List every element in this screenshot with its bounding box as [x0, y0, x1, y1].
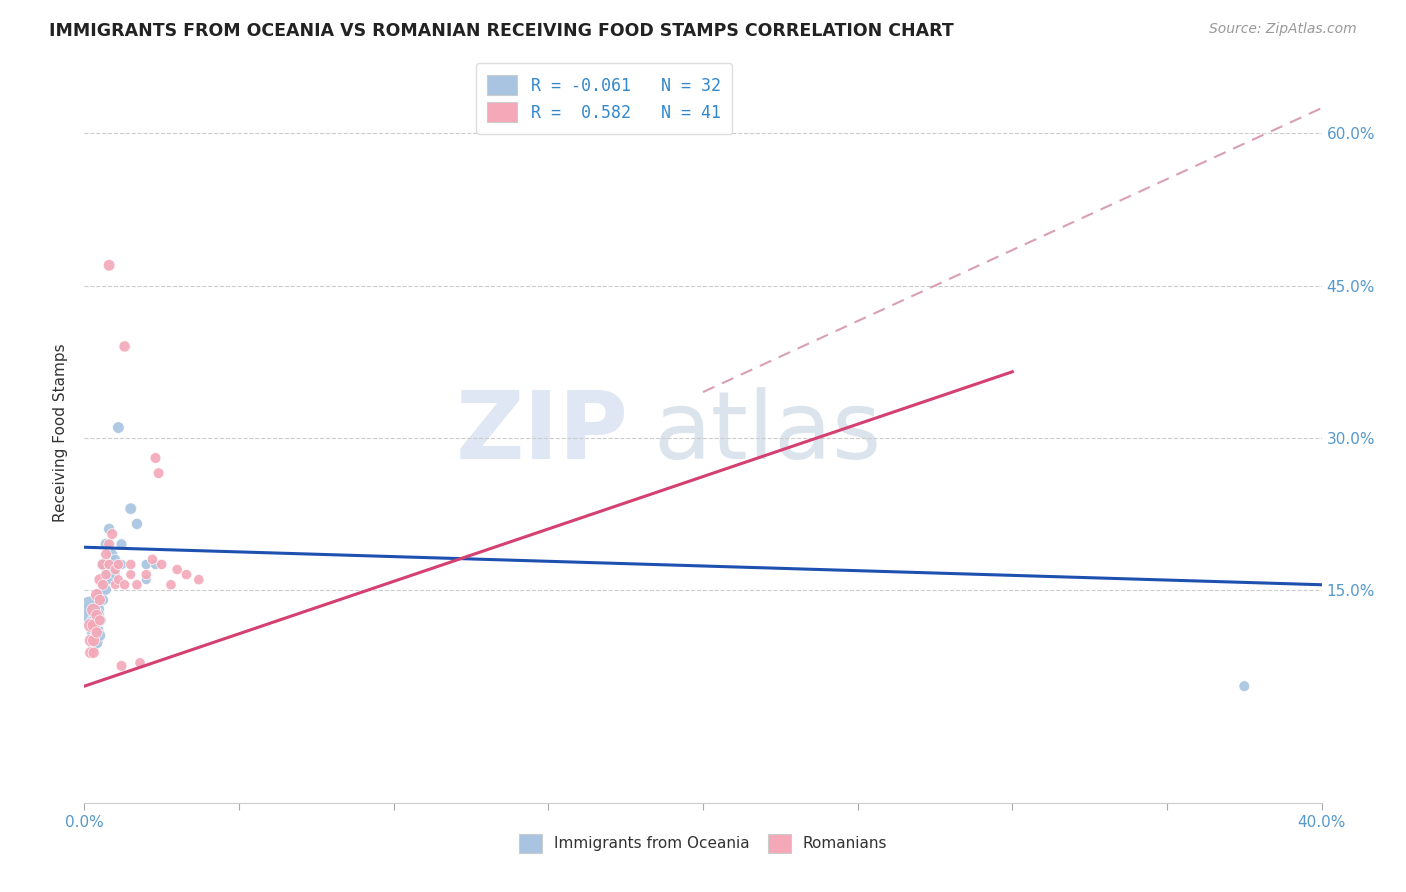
Point — [89, 613, 111, 627]
Point — [160, 578, 183, 592]
Point — [83, 639, 105, 653]
Text: ZIP: ZIP — [456, 386, 628, 479]
Point — [187, 573, 209, 587]
Point — [104, 562, 127, 576]
Point — [110, 558, 132, 572]
Point — [135, 567, 157, 582]
Point — [98, 558, 121, 572]
Point — [83, 618, 105, 632]
Point — [101, 562, 124, 576]
Point — [114, 578, 136, 592]
Point — [104, 578, 127, 592]
Point — [98, 537, 121, 551]
Point — [145, 450, 167, 465]
Point — [125, 578, 148, 592]
Point — [83, 615, 105, 630]
Point — [91, 558, 114, 572]
Point — [176, 567, 198, 582]
Point — [86, 624, 108, 638]
Point — [120, 501, 142, 516]
Point — [91, 593, 114, 607]
Point — [98, 522, 121, 536]
Point — [120, 558, 142, 572]
Point — [94, 547, 117, 561]
Point — [89, 628, 111, 642]
Point — [79, 646, 101, 660]
Point — [148, 466, 170, 480]
Point — [79, 618, 101, 632]
Point — [86, 635, 108, 649]
Point — [91, 578, 114, 592]
Point — [1233, 679, 1256, 693]
Point — [79, 603, 101, 617]
Point — [101, 527, 124, 541]
Point — [125, 516, 148, 531]
Point — [129, 656, 152, 670]
Point — [107, 558, 129, 572]
Text: Source: ZipAtlas.com: Source: ZipAtlas.com — [1209, 22, 1357, 37]
Point — [89, 613, 111, 627]
Point — [94, 537, 117, 551]
Point — [98, 573, 121, 587]
Point — [141, 552, 163, 566]
Point — [86, 588, 108, 602]
Text: atlas: atlas — [654, 386, 882, 479]
Point — [83, 603, 105, 617]
Point — [83, 625, 105, 640]
Point — [107, 573, 129, 587]
Point — [110, 659, 132, 673]
Point — [107, 420, 129, 434]
Legend: Immigrants from Oceania, Romanians: Immigrants from Oceania, Romanians — [509, 825, 897, 862]
Point — [114, 339, 136, 353]
Point — [83, 633, 105, 648]
Point — [86, 608, 108, 623]
Point — [94, 567, 117, 582]
Text: IMMIGRANTS FROM OCEANIA VS ROMANIAN RECEIVING FOOD STAMPS CORRELATION CHART: IMMIGRANTS FROM OCEANIA VS ROMANIAN RECE… — [49, 22, 953, 40]
Point — [135, 573, 157, 587]
Point — [89, 593, 111, 607]
Point — [150, 558, 173, 572]
Point — [91, 578, 114, 592]
Point — [98, 558, 121, 572]
Point — [104, 552, 127, 566]
Point — [145, 558, 167, 572]
Point — [86, 608, 108, 623]
Y-axis label: Receiving Food Stamps: Receiving Food Stamps — [53, 343, 69, 522]
Point — [104, 567, 127, 582]
Point — [120, 567, 142, 582]
Point — [101, 547, 124, 561]
Point — [79, 633, 101, 648]
Point — [94, 582, 117, 597]
Point — [89, 588, 111, 602]
Point — [94, 567, 117, 582]
Point — [83, 646, 105, 660]
Point — [89, 573, 111, 587]
Point — [86, 625, 108, 640]
Point — [135, 558, 157, 572]
Point — [91, 558, 114, 572]
Point — [98, 258, 121, 272]
Point — [166, 562, 188, 576]
Point — [110, 537, 132, 551]
